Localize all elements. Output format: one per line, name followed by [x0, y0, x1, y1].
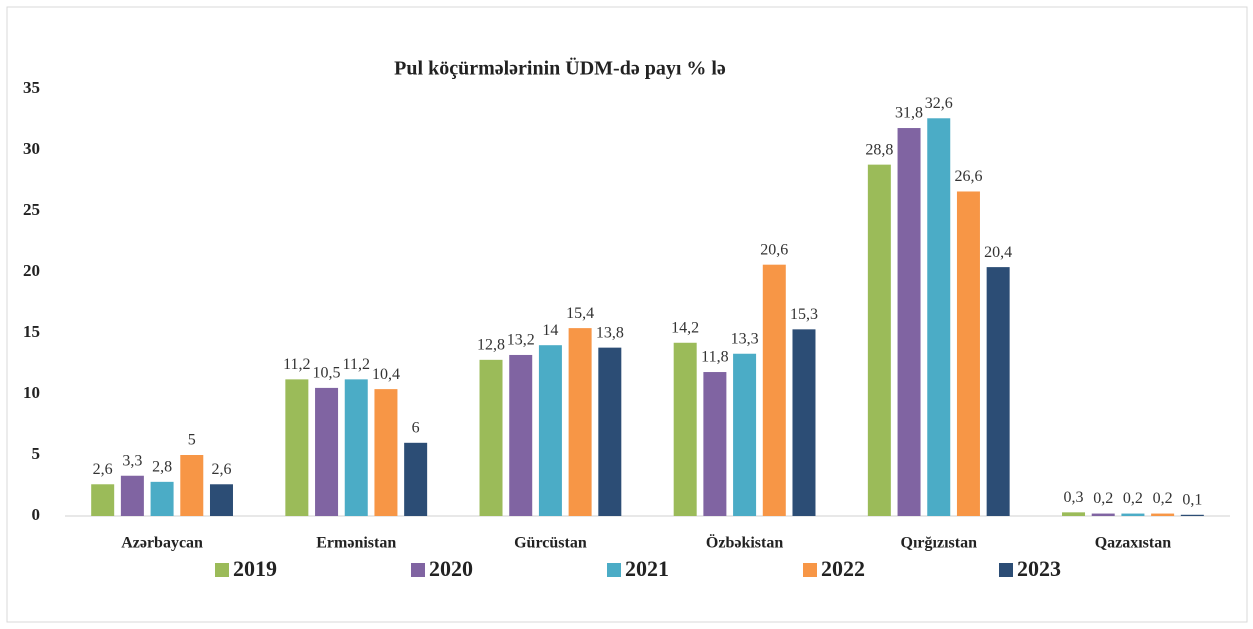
- bar: [509, 354, 533, 516]
- legend-label: 2023: [1017, 556, 1061, 581]
- bar: [897, 128, 921, 517]
- value-label: 11,8: [701, 349, 728, 366]
- value-label: 12,8: [477, 337, 505, 354]
- bar: [285, 379, 309, 516]
- legend-label: 2019: [233, 556, 277, 581]
- value-label: 10,5: [313, 365, 341, 382]
- bar: [568, 328, 592, 516]
- value-label: 26,6: [954, 168, 982, 185]
- legend-swatch: [803, 563, 817, 577]
- x-tick-label: Gürcüstan: [514, 535, 587, 552]
- value-label: 0,2: [1093, 490, 1113, 507]
- bar: [598, 347, 622, 516]
- value-label: 28,8: [865, 141, 893, 158]
- value-label: 2,6: [93, 461, 113, 478]
- bar: [792, 329, 816, 516]
- bar: [1180, 514, 1204, 516]
- value-label: 11,2: [283, 356, 310, 373]
- y-tick-label: 35: [23, 78, 40, 97]
- value-label: 15,3: [790, 306, 818, 323]
- bar: [1121, 513, 1145, 516]
- bar: [673, 342, 697, 516]
- bar: [1062, 512, 1086, 516]
- value-label: 0,2: [1123, 490, 1143, 507]
- value-label: 5: [188, 432, 196, 449]
- value-label: 20,4: [984, 244, 1012, 261]
- bar: [1151, 513, 1175, 516]
- x-tick-label: Qazaxıstan: [1095, 535, 1172, 552]
- y-tick-label: 25: [23, 200, 40, 219]
- y-tick-label: 20: [23, 261, 40, 280]
- value-label: 14: [542, 322, 558, 339]
- bar: [956, 191, 980, 517]
- bar: [209, 484, 233, 516]
- bar: [538, 345, 562, 516]
- bar: [180, 455, 204, 516]
- value-label: 20,6: [760, 241, 788, 258]
- chart-frame: [6, 6, 1248, 623]
- legend-swatch: [607, 563, 621, 577]
- bar: [703, 372, 727, 516]
- y-tick-label: 0: [32, 505, 41, 524]
- value-label: 10,4: [372, 366, 400, 383]
- value-label: 13,8: [596, 324, 624, 341]
- bar: [733, 353, 757, 516]
- value-label: 14,2: [671, 319, 699, 336]
- value-label: 31,8: [895, 105, 923, 122]
- value-label: 0,2: [1153, 490, 1173, 507]
- legend-label: 2020: [429, 556, 473, 581]
- x-tick-label: Qırğızıstan: [901, 535, 978, 552]
- x-tick-label: Özbəkistan: [706, 534, 783, 552]
- bar: [374, 389, 398, 516]
- legend-swatch: [999, 563, 1013, 577]
- bar: [986, 267, 1010, 516]
- legend-swatch: [215, 563, 229, 577]
- value-label: 6: [412, 419, 420, 436]
- legend-label: 2021: [625, 556, 669, 581]
- value-label: 2,6: [211, 461, 231, 478]
- value-label: 15,4: [566, 305, 594, 322]
- bar: [479, 359, 503, 516]
- value-label: 3,3: [122, 452, 142, 469]
- bar: [927, 118, 951, 516]
- bar: [91, 484, 115, 516]
- y-tick-label: 15: [23, 322, 40, 341]
- bar: [867, 164, 891, 516]
- legend-label: 2022: [821, 556, 865, 581]
- bar: [150, 481, 174, 516]
- bar: [762, 264, 786, 516]
- value-label: 32,6: [925, 95, 953, 112]
- value-label: 0,1: [1182, 491, 1202, 508]
- bar: [404, 442, 428, 516]
- y-tick-label: 5: [32, 444, 41, 463]
- legend-swatch: [411, 563, 425, 577]
- value-label: 13,2: [507, 332, 535, 349]
- bar: [315, 387, 339, 516]
- chart-title: Pul köçürmələrinin ÜDM-də payı % lə: [394, 57, 726, 80]
- value-label: 0,3: [1064, 489, 1084, 506]
- y-tick-label: 30: [23, 139, 40, 158]
- y-tick-label: 10: [23, 383, 40, 402]
- bar: [120, 475, 144, 516]
- x-tick-label: Azərbaycan: [121, 535, 203, 552]
- bar: [1091, 513, 1115, 516]
- x-tick-label: Ermənistan: [316, 535, 396, 552]
- bar: [344, 379, 368, 516]
- value-label: 11,2: [343, 356, 370, 373]
- value-label: 2,8: [152, 459, 172, 476]
- value-label: 13,3: [731, 330, 759, 347]
